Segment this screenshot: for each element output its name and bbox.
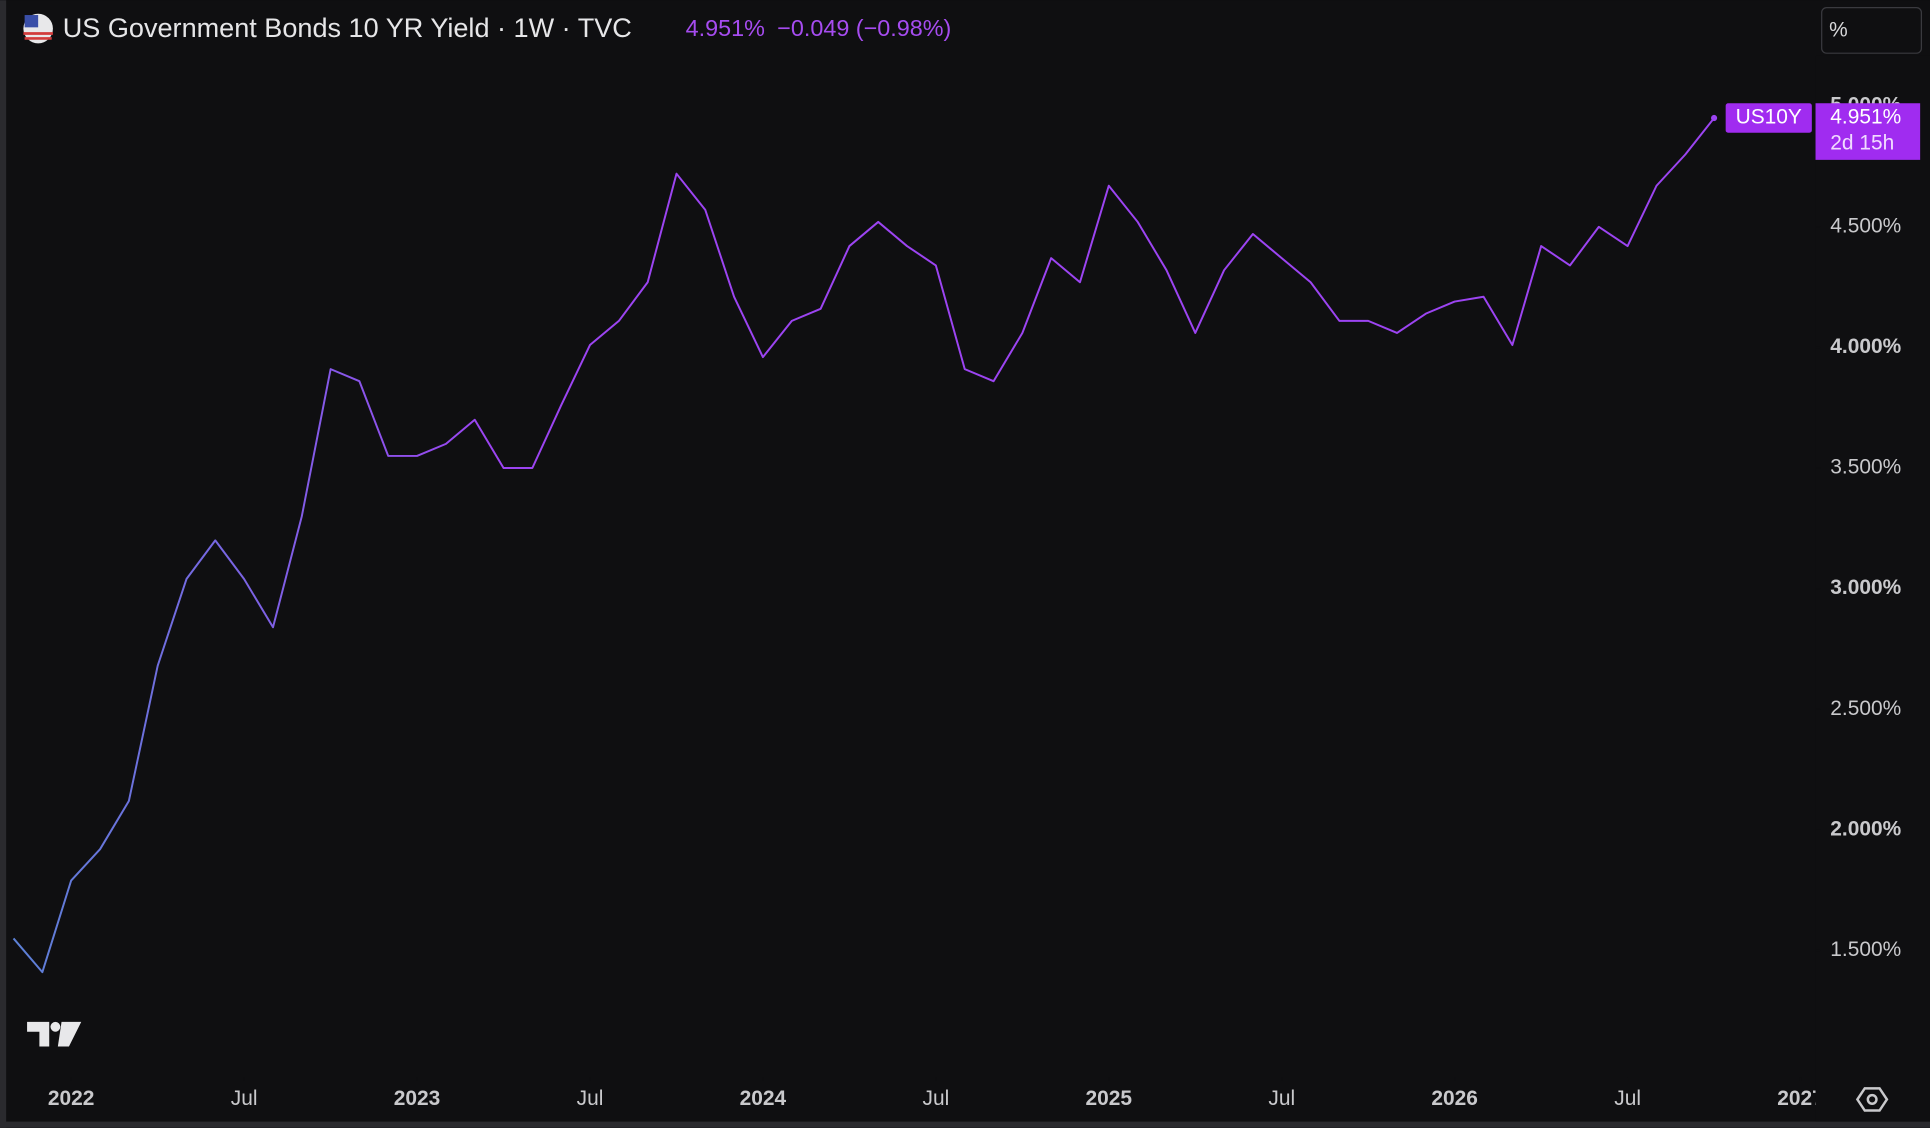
x-tick-label: Jul	[1614, 1087, 1641, 1110]
left-border	[0, 0, 7, 1128]
x-tick-label: Jul	[231, 1087, 258, 1110]
x-tick-label: Jul	[577, 1087, 604, 1110]
y-tick-label: 3.000%	[1830, 576, 1901, 599]
y-tick-label: 4.000%	[1830, 335, 1901, 358]
x-tick-label: 2023	[394, 1087, 441, 1110]
x-tick-label: 2027	[1777, 1087, 1824, 1110]
unit-button-label[interactable]: %	[1829, 19, 1848, 42]
symbol-tag-label: US10Y	[1736, 106, 1802, 129]
symbol-tag	[1725, 103, 1812, 133]
x-axis: 2022 Jul 2023 Jul 2024 Jul 2025 Jul 2026 Jul 2027	[48, 1077, 1824, 1110]
x-tick-label: 2026	[1431, 1087, 1478, 1110]
x-tick-label: Jul	[1268, 1087, 1295, 1110]
price-tag: US10Y 4.951%2d 15h	[1725, 103, 1921, 160]
flag-stripes	[23, 32, 53, 40]
price-tag-countdown: 2d 15h	[1830, 131, 1894, 154]
y-tick-label: 2.000%	[1830, 817, 1901, 840]
header: US Government Bonds 10 YR Yield · 1W · T…	[23, 12, 951, 44]
price-line	[12, 117, 1715, 974]
x-tick-label: 2024	[740, 1087, 787, 1110]
unit-button[interactable]	[1821, 7, 1922, 54]
y-tick-label: 1.500%	[1830, 938, 1901, 961]
tradingview-logo	[27, 1021, 82, 1047]
price-tag-box	[1815, 103, 1921, 160]
y-tick-label: 4.500%	[1830, 214, 1901, 237]
bottom-border	[0, 1121, 1930, 1128]
flag-canton	[24, 15, 39, 28]
plot-area	[12, 114, 1718, 974]
y-axis: 1.500% 2.000% 2.500% 3.000% 3.500% 4.000% 4.50…	[1815, 55, 1930, 1122]
header-change: −0.049 (−0.98%)	[777, 15, 951, 41]
x-tick-label: 2025	[1086, 1087, 1133, 1110]
last-point	[1711, 114, 1718, 122]
y-tick-label: 3.500%	[1830, 456, 1901, 479]
settings-icon[interactable]	[1855, 1087, 1889, 1112]
header-price: 4.951%	[686, 15, 765, 41]
y-tick-label: 2.500%	[1830, 697, 1901, 720]
y-axis-bg	[1815, 55, 1930, 1122]
x-tick-label: 2022	[48, 1087, 95, 1110]
chart-title: US Government Bonds 10 YR Yield · 1W · T…	[63, 12, 632, 43]
x-tick-label: Jul	[923, 1087, 950, 1110]
price-tag-price: 4.951%	[1830, 106, 1901, 129]
